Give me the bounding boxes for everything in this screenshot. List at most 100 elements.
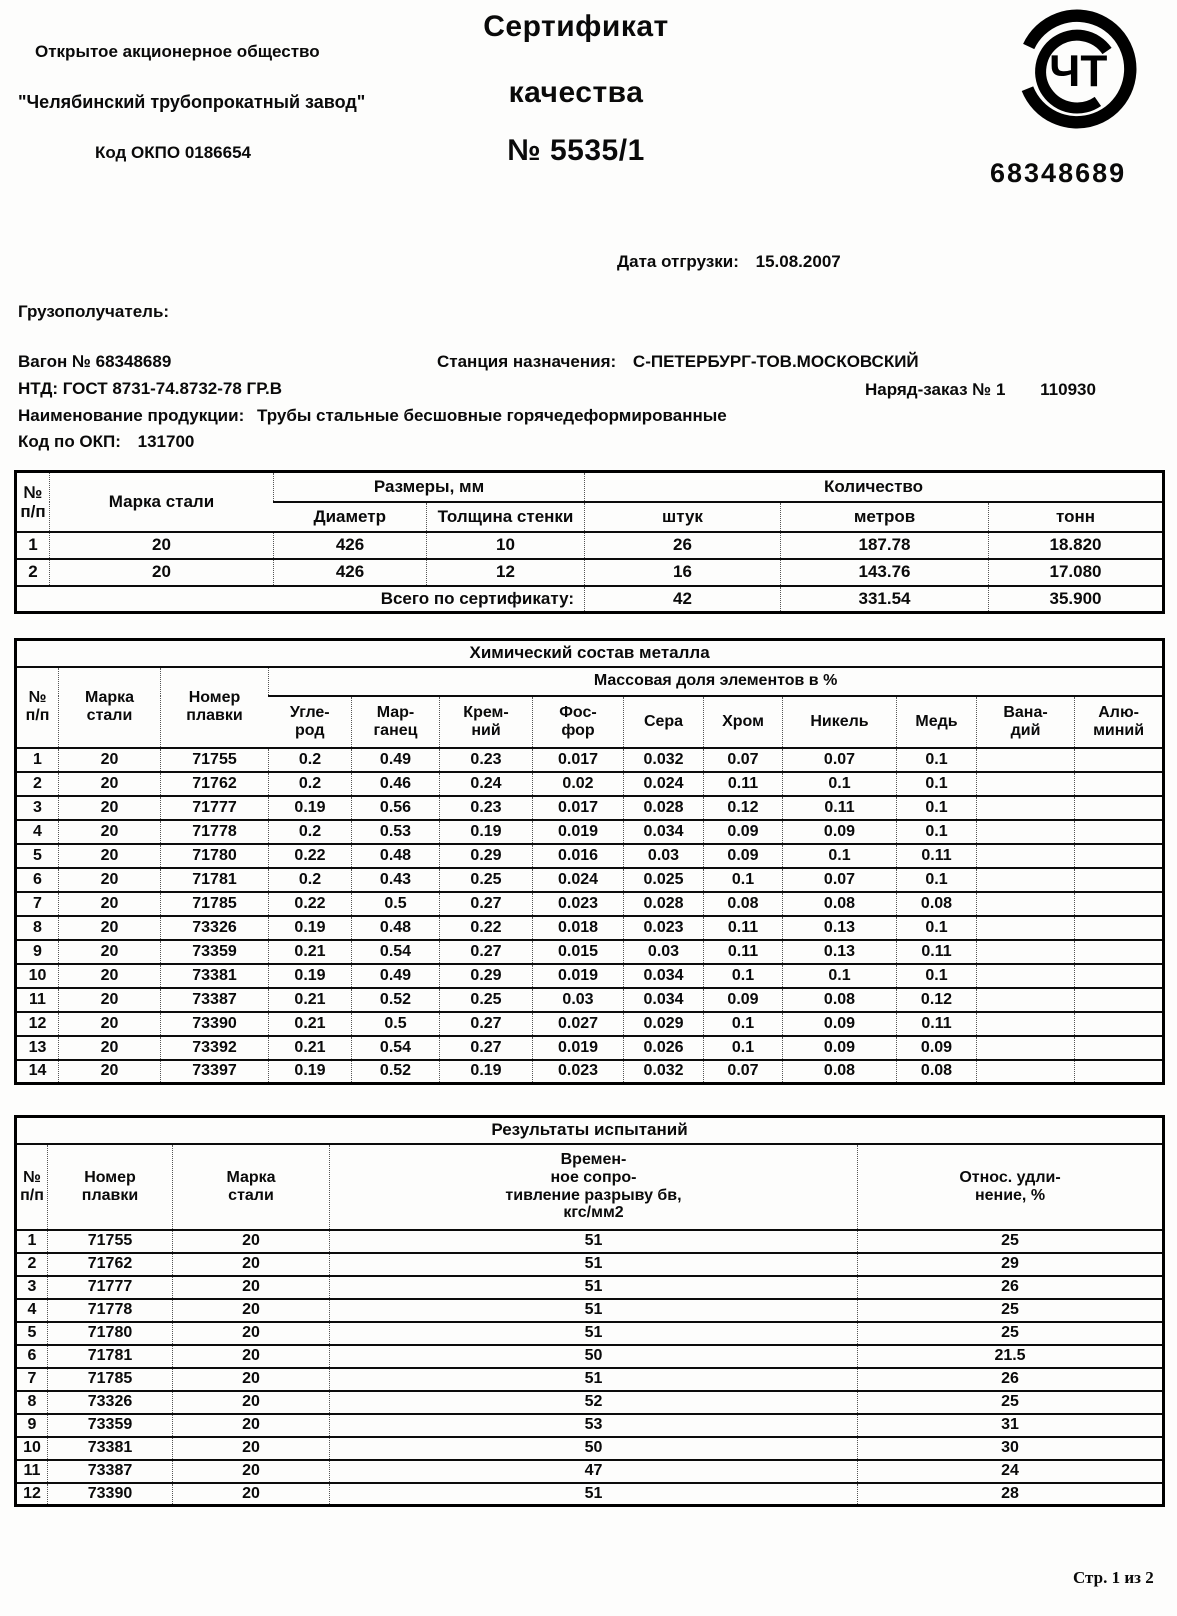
col-header-num: № п/п — [15, 1142, 48, 1230]
table-cell: 9 — [15, 1412, 48, 1437]
table-cell: 0.09 — [703, 986, 783, 1012]
col-header-elongation: Относ. удли- нение, % — [856, 1142, 1164, 1230]
table-cell: 0.53 — [351, 818, 440, 844]
station-label: Станция назначения: — [437, 352, 617, 371]
table-cell: 0.54 — [351, 938, 440, 964]
table-row: 13 20 73392 0.21 0.54 0.27 0.019 0.026 0.1 0.09 0.… — [15, 1034, 1164, 1060]
table-cell: 0.023 — [623, 914, 704, 940]
col-header-vanadium: Вана- дий — [976, 694, 1075, 748]
table-cell: 71781 — [160, 866, 269, 892]
table-cell: 3 — [15, 794, 59, 820]
test-results-table: Результаты испытаний № п/п Номер плавки … — [14, 1115, 1166, 1507]
table-cell: 0.018 — [532, 914, 624, 940]
table-cell: 0.08 — [896, 1058, 977, 1084]
table-cell: 20 — [58, 794, 161, 820]
certificate-title-line1: Сертификат — [483, 10, 669, 43]
table-cell: 426 — [273, 530, 427, 559]
table-cell: 0.11 — [782, 794, 897, 820]
table-cell: 20 — [58, 842, 161, 868]
table-cell: 11 — [15, 1458, 48, 1483]
table-row: 3 20 71777 0.19 0.56 0.23 0.017 0.028 0.12 0.11 0.… — [15, 794, 1164, 820]
table-cell — [1073, 938, 1164, 964]
table-cell: 25 — [856, 1389, 1164, 1414]
table-cell: 0.1 — [896, 770, 977, 796]
table-cell — [976, 842, 1075, 868]
okp-value: 131700 — [137, 432, 195, 451]
table-cell: 0.11 — [703, 770, 783, 796]
table-cell: 1 — [15, 746, 59, 772]
table-row: 12 73390 20 51 28 — [15, 1481, 1164, 1506]
ship-date-value: 15.08.2007 — [755, 252, 841, 271]
table-cell: 0.09 — [896, 1034, 977, 1060]
table-cell: 20 — [58, 818, 161, 844]
table-cell: 0.07 — [703, 746, 783, 772]
table-cell: 12 — [15, 1481, 48, 1506]
col-header-carbon: Угле- род — [268, 694, 352, 748]
table-cell: 0.03 — [532, 986, 624, 1012]
table-cell: 21.5 — [856, 1343, 1164, 1368]
table-cell: 143.76 — [780, 557, 989, 586]
table-cell: 51 — [329, 1251, 858, 1276]
table-cell: 0.09 — [782, 1034, 897, 1060]
table-cell: 0.2 — [268, 818, 352, 844]
table-cell: 8 — [15, 914, 59, 940]
table-cell: 73392 — [160, 1034, 269, 1060]
total-meters: 331.54 — [780, 584, 989, 613]
col-header-sulfur: Сера — [623, 694, 704, 748]
table-cell: 0.08 — [703, 890, 783, 916]
table-cell: 0.1 — [896, 818, 977, 844]
col-header-heat-number: Номер плавки — [160, 665, 269, 748]
table-cell: 71785 — [160, 890, 269, 916]
table-cell — [976, 914, 1075, 940]
table-cell: 9 — [15, 938, 59, 964]
table-cell: 6 — [15, 866, 59, 892]
order-label: Наряд-заказ № 1 — [865, 380, 1006, 399]
table-cell: 0.026 — [623, 1034, 704, 1060]
table-cell: 20 — [172, 1412, 330, 1437]
total-pieces: 42 — [584, 584, 781, 613]
table-cell — [976, 1010, 1075, 1036]
table-cell: 0.48 — [351, 842, 440, 868]
table-cell: 20 — [172, 1389, 330, 1414]
table-cell: 73397 — [160, 1058, 269, 1084]
table-cell: 71762 — [47, 1251, 173, 1276]
table-cell: 73387 — [160, 986, 269, 1012]
chtpz-logo-icon: ЧТ — [1012, 4, 1142, 134]
table-cell: 0.09 — [782, 1010, 897, 1036]
table-cell — [976, 890, 1075, 916]
table-row: 9 73359 20 53 31 — [15, 1412, 1164, 1437]
table-cell: 0.46 — [351, 770, 440, 796]
table-cell — [1073, 986, 1164, 1012]
table-row: 1 71755 20 51 25 — [15, 1228, 1164, 1253]
logo-letters: ЧТ — [1049, 47, 1107, 96]
table-cell: 10 — [15, 962, 59, 988]
table-row: 1 20 426 10 26 187.78 18.820 — [15, 530, 1164, 559]
table-cell: 0.028 — [623, 890, 704, 916]
table-cell: 0.29 — [439, 842, 533, 868]
table-cell — [976, 770, 1075, 796]
table-cell — [976, 962, 1075, 988]
table-cell: 53 — [329, 1412, 858, 1437]
table-cell: 73387 — [47, 1458, 173, 1483]
table-row: 2 20 71762 0.2 0.46 0.24 0.02 0.024 0.11 0.1 0.1 — [15, 770, 1164, 796]
col-header-num: № п/п — [15, 470, 50, 532]
table-cell: 20 — [58, 1010, 161, 1036]
table-cell: 0.1 — [896, 962, 977, 988]
table-cell: 0.07 — [703, 1058, 783, 1084]
table-cell: 0.27 — [439, 938, 533, 964]
table-cell — [1073, 746, 1164, 772]
col-header-steel-grade: Марка стали — [172, 1142, 330, 1230]
company-name-line1: Открытое акционерное общество — [35, 42, 320, 61]
table-cell: 20 — [58, 938, 161, 964]
table-cell: 0.25 — [439, 986, 533, 1012]
chem-table-body: 1 20 71755 0.2 0.49 0.23 0.017 0.032 0.07 0.07 0.1… — [15, 746, 1164, 1084]
table-cell — [976, 1034, 1075, 1060]
col-header-tons: тонн — [987, 500, 1164, 532]
table-cell: 0.48 — [351, 914, 440, 940]
table-cell: 0.56 — [351, 794, 440, 820]
table-cell: 73359 — [47, 1412, 173, 1437]
table-cell: 0.023 — [532, 890, 624, 916]
table-cell: 71780 — [47, 1320, 173, 1345]
chemical-composition-table: Химический состав металла № п/п Марка ст… — [14, 638, 1166, 1085]
table-cell — [1073, 1034, 1164, 1060]
